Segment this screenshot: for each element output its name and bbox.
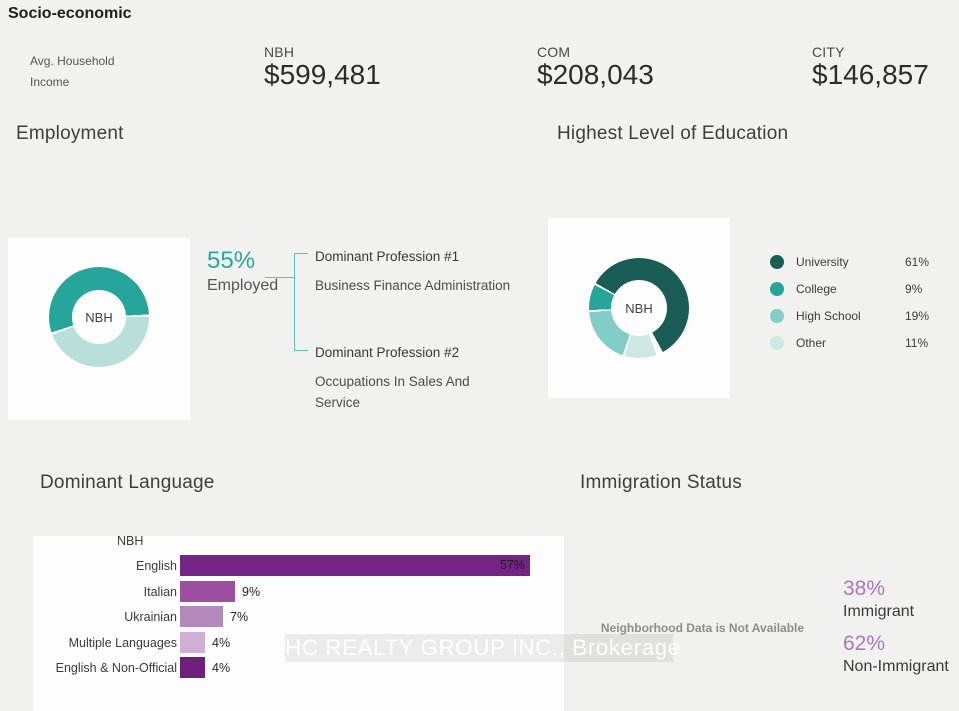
non-immigrant-label: Non-Immigrant xyxy=(843,658,949,675)
legend-row-university: University 61% xyxy=(770,248,955,275)
immigrant-label: Immigrant xyxy=(843,603,915,620)
income-com-scope: COM xyxy=(537,44,571,60)
bar-label: English & Non-Official xyxy=(55,660,177,675)
bar-value: 7% xyxy=(230,609,249,624)
income-city: CITY $146,857 xyxy=(812,44,929,90)
other-dot-icon xyxy=(770,335,784,350)
immigration-heading: Immigration Status xyxy=(580,472,742,493)
multiple-languages-bar xyxy=(180,632,205,653)
bar-value: 9% xyxy=(242,584,261,599)
language-heading: Dominant Language xyxy=(40,472,215,493)
income-nbh: NBH $599,481 xyxy=(264,44,381,90)
bar-row-italian: Italian 9% xyxy=(33,581,260,602)
profession-2-value: Occupations In Sales And Service xyxy=(315,374,470,410)
bar-row-multiple-languages: Multiple Languages 4% xyxy=(33,632,230,653)
bracket-vertical-line xyxy=(294,253,295,351)
education-donut-chart: NBH xyxy=(589,258,689,358)
bar-label: Multiple Languages xyxy=(68,635,177,650)
legend-label: University xyxy=(796,254,849,269)
bar-value: 4% xyxy=(212,660,231,675)
bar-label: English xyxy=(136,558,177,573)
legend-label: Other xyxy=(796,335,827,350)
employment-donut-chart: NBH xyxy=(49,267,149,367)
income-city-scope: CITY xyxy=(812,44,845,60)
legend-label: High School xyxy=(796,308,861,323)
bar-row-ukrainian: Ukrainian 7% xyxy=(33,606,248,627)
profession-1-title: Dominant Profession #1 xyxy=(315,249,460,264)
profession-1-value: Business Finance Administration xyxy=(315,278,511,293)
high-school-dot-icon xyxy=(770,308,784,323)
italian-bar xyxy=(180,581,235,602)
education-legend: University 61% College 9% High School 19… xyxy=(770,248,955,356)
employed-percent-label: Employed xyxy=(207,277,279,294)
income-label-line2: Income xyxy=(30,75,70,89)
employment-heading: Employment xyxy=(16,123,124,144)
legend-percent: 11% xyxy=(905,335,929,350)
income-label-line1: Avg. Household xyxy=(30,54,115,68)
page-title: Socio-economic xyxy=(8,5,132,22)
income-com: COM $208,043 xyxy=(537,44,654,90)
income-label: Avg. Household Income xyxy=(30,51,115,93)
ukrainian-bar xyxy=(180,606,223,627)
income-nbh-value: $599,481 xyxy=(264,59,381,90)
bar-label: Italian xyxy=(143,584,177,599)
bracket-connector-line xyxy=(265,277,294,278)
bar-label: Ukrainian xyxy=(124,609,177,624)
bracket-bottom-tick xyxy=(295,350,308,351)
profession-2-title: Dominant Profession #2 xyxy=(315,345,460,360)
english-bar: 57% xyxy=(180,555,530,576)
income-nbh-scope: NBH xyxy=(264,44,295,60)
bar-row-english-non-official: English & Non-Official 4% xyxy=(33,657,230,678)
legend-row-other: Other 11% xyxy=(770,329,955,356)
non-immigrant-percent: 62% xyxy=(843,632,886,655)
legend-percent: 9% xyxy=(905,281,923,296)
bar-value: 57% xyxy=(499,558,525,572)
brokerage-watermark: HC REALTY GROUP INC., Brokerage xyxy=(285,634,681,662)
english-non-official-bar xyxy=(180,657,205,678)
college-dot-icon xyxy=(770,281,784,296)
language-group-label: NBH xyxy=(117,534,144,548)
legend-label: College xyxy=(796,281,837,296)
legend-percent: 61% xyxy=(905,254,930,269)
bracket-top-tick xyxy=(295,253,308,254)
legend-row-high-school: High School 19% xyxy=(770,302,955,329)
legend-row-college: College 9% xyxy=(770,275,955,302)
education-donut-center-label: NBH xyxy=(611,280,667,336)
immigrant-percent: 38% xyxy=(843,577,886,600)
employed-percent: 55% xyxy=(207,247,256,274)
legend-percent: 19% xyxy=(905,308,930,323)
income-city-value: $146,857 xyxy=(812,59,929,90)
bar-value: 4% xyxy=(212,635,231,650)
education-heading: Highest Level of Education xyxy=(557,123,789,144)
bar-row-english: English 57% xyxy=(33,555,530,576)
income-com-value: $208,043 xyxy=(537,59,654,90)
university-dot-icon xyxy=(770,254,784,269)
no-data-note: Neighborhood Data is Not Available xyxy=(600,621,805,635)
employment-donut-center-label: NBH xyxy=(72,290,126,344)
